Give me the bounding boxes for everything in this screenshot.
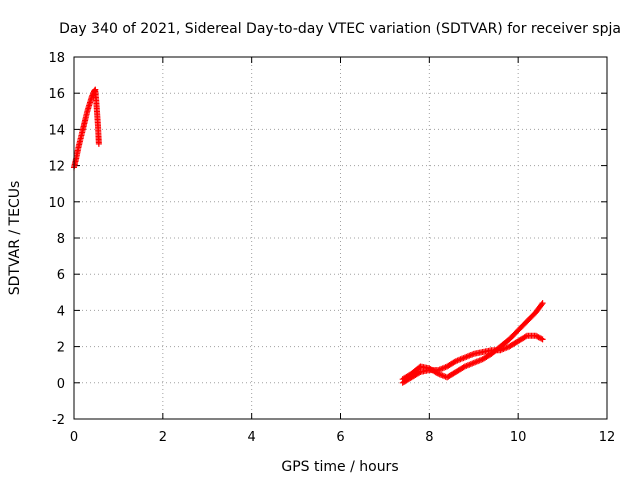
x-tick-label: 4 — [248, 430, 256, 445]
y-tick-label: 10 — [48, 196, 65, 211]
y-tick-label: 4 — [57, 304, 65, 319]
data-point — [416, 369, 423, 376]
data-point — [522, 333, 529, 340]
y-tick-label: 14 — [48, 123, 65, 138]
y-tick-label: 2 — [57, 341, 65, 356]
x-tick-label: 6 — [336, 430, 344, 445]
y-tick-label: 8 — [57, 232, 65, 247]
data-points — [71, 86, 546, 386]
x-tick-label: 2 — [159, 430, 167, 445]
y-tick-label: 16 — [48, 87, 65, 102]
y-tick-label: 18 — [48, 51, 65, 66]
x-tick-label: 8 — [425, 430, 433, 445]
y-axis-label: SDTVAR / TECUs — [7, 181, 23, 296]
data-point — [95, 140, 102, 147]
grid-lines — [74, 57, 607, 419]
data-point — [451, 358, 458, 365]
data-point — [538, 301, 545, 308]
x-tick-label: 0 — [70, 430, 78, 445]
data-point — [539, 336, 546, 343]
chart-title: Day 340 of 2021, Sidereal Day-to-day VTE… — [59, 21, 621, 37]
plot-border — [73, 56, 608, 420]
y-tick-label: 12 — [48, 160, 65, 175]
x-tick-label: 10 — [510, 430, 527, 445]
data-point — [539, 300, 546, 307]
y-tick-label: -2 — [52, 413, 65, 428]
y-tick-label: 0 — [57, 377, 65, 392]
x-tick-label: 12 — [599, 430, 616, 445]
data-point — [538, 335, 545, 342]
y-tick-label: 6 — [57, 268, 65, 283]
axis-ticks: 0 2 4 6 8 10 12 -2 0 2 4 6 8 10 12 14 16 18 — [48, 51, 615, 445]
x-axis-label: GPS time / hours — [281, 459, 398, 475]
data-point — [460, 364, 467, 371]
